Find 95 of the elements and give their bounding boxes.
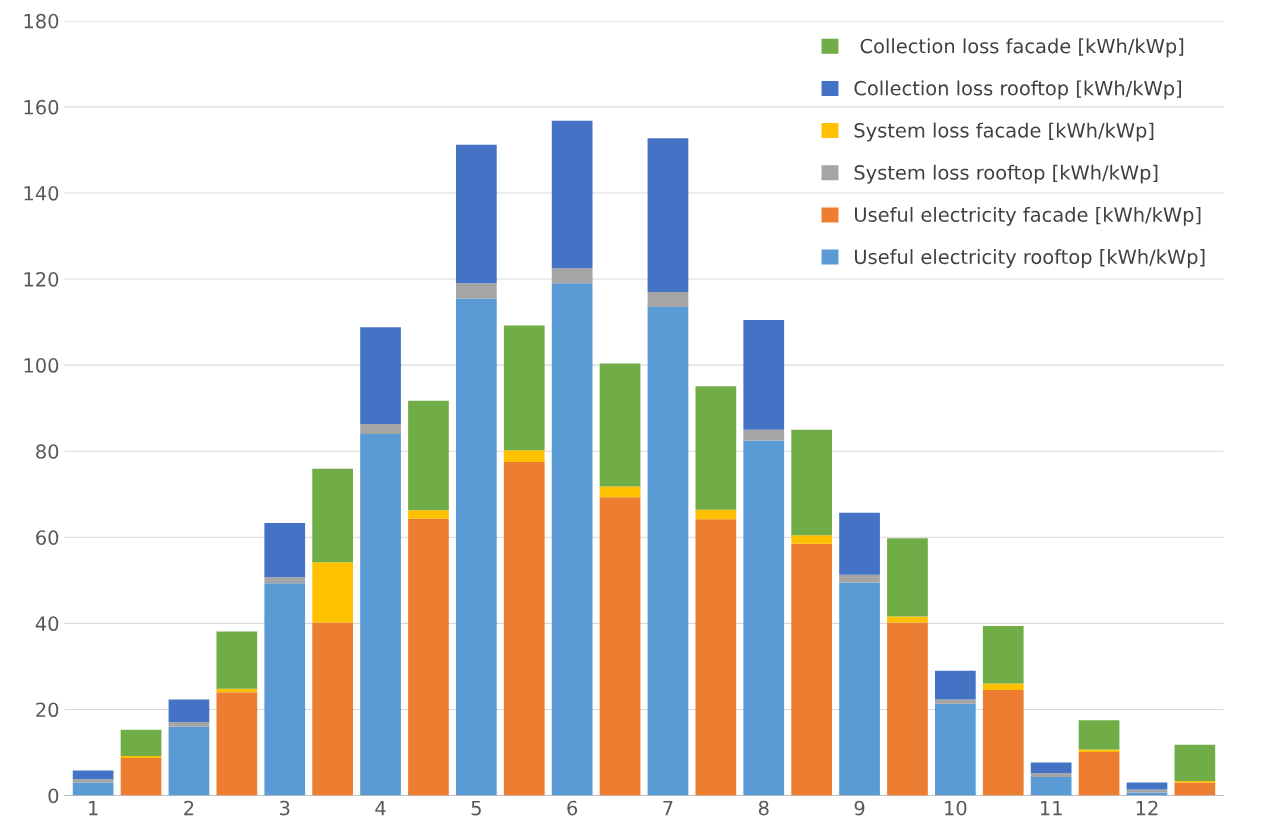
- y-tick-label: 20: [36, 702, 59, 718]
- bar: [168, 699, 210, 723]
- bar: [312, 622, 353, 796]
- bar: [982, 625, 1024, 684]
- bar: [695, 519, 737, 796]
- bar: [312, 468, 353, 563]
- bar: [264, 577, 306, 584]
- bar: [312, 562, 353, 623]
- bar: [1174, 782, 1216, 796]
- y-tick-label: 120: [24, 272, 59, 287]
- bar: [839, 512, 880, 575]
- bar: [455, 283, 497, 299]
- bar: [839, 582, 880, 796]
- bar: [791, 543, 833, 796]
- bar: [72, 770, 114, 780]
- bar: [599, 363, 641, 487]
- legend-label: Useful electricity rooftop [kWh/kWp]: [855, 249, 1205, 268]
- bar: [982, 690, 1024, 796]
- y-tick-label: 160: [24, 99, 59, 115]
- bar: [360, 424, 401, 434]
- bar: [264, 583, 306, 796]
- x-tick-label: 5: [471, 800, 481, 816]
- bar: [408, 400, 449, 511]
- bar: [647, 307, 689, 796]
- legend-label: Collection loss rooftop [kWh/kWp]: [854, 80, 1182, 100]
- bar: [647, 291, 689, 308]
- bar: [743, 440, 785, 796]
- bar: [264, 523, 306, 578]
- bar: [120, 755, 162, 759]
- x-tick-label: 3: [280, 800, 290, 816]
- y-tick-label: 80: [36, 444, 59, 459]
- bar: [887, 616, 928, 623]
- bar: [791, 429, 833, 536]
- y-tick-label: 100: [24, 358, 59, 373]
- bar: [168, 726, 210, 796]
- bar: [72, 782, 114, 796]
- bar: [551, 283, 593, 796]
- bar: [120, 729, 162, 756]
- bar: [887, 622, 928, 796]
- x-tick-label: 7: [663, 800, 673, 816]
- y-tick-label: 0: [48, 788, 59, 804]
- bar: [551, 120, 593, 269]
- bar: [647, 138, 689, 292]
- bar: [503, 325, 545, 451]
- y-tick-label: 40: [35, 616, 59, 632]
- x-tick-label: 4: [375, 800, 386, 816]
- bar: [455, 144, 497, 284]
- legend-label: System loss rooftop [kWh/kWp]: [854, 164, 1158, 184]
- x-tick-label: 9: [854, 800, 865, 816]
- bar: [1030, 762, 1072, 774]
- bar: [216, 631, 258, 689]
- bar: [887, 538, 928, 617]
- bar: [1078, 749, 1120, 753]
- bar: [408, 518, 449, 796]
- bar: [455, 298, 497, 796]
- bar: [120, 758, 162, 796]
- bar: [1030, 777, 1072, 796]
- y-tick-label: 180: [24, 13, 59, 29]
- bar: [599, 486, 641, 498]
- bar: [408, 510, 449, 519]
- bar: [360, 433, 401, 796]
- x-tick-label: 2: [184, 800, 194, 816]
- x-tick-label: 8: [758, 800, 769, 816]
- y-tick-label: 60: [36, 530, 59, 545]
- bar: [695, 509, 737, 520]
- bar: [935, 703, 976, 796]
- x-tick-label: 11: [1040, 800, 1062, 816]
- bar: [1174, 744, 1216, 781]
- x-tick-label: 1: [89, 800, 98, 816]
- bar: [551, 268, 593, 284]
- bar: [503, 450, 545, 462]
- bar: [982, 683, 1024, 691]
- bar: [72, 779, 114, 783]
- bar: [1078, 752, 1120, 796]
- bar: [216, 692, 258, 796]
- bar: [360, 327, 401, 425]
- y-tick-label: 140: [24, 185, 59, 201]
- bar: [695, 386, 737, 510]
- x-tick-label: 12: [1136, 800, 1158, 816]
- legend-label: Collection loss facade [kWh/kWp]: [860, 38, 1184, 58]
- bar: [935, 699, 976, 704]
- bar: [1078, 720, 1120, 750]
- bar: [503, 461, 545, 796]
- legend-label: System loss facade [kWh/kWp]: [854, 122, 1154, 142]
- bar: [599, 497, 641, 796]
- bar: [935, 670, 976, 700]
- bar: [1030, 773, 1072, 778]
- bar: [791, 535, 833, 544]
- bar: [743, 319, 785, 430]
- bar: [168, 722, 210, 727]
- x-tick-label: 10: [945, 800, 967, 816]
- legend-label: Useful electricity facade [kWh/kWp]: [855, 206, 1201, 226]
- bar: [743, 429, 785, 441]
- bar: [839, 574, 880, 583]
- x-tick-label: 6: [567, 800, 578, 816]
